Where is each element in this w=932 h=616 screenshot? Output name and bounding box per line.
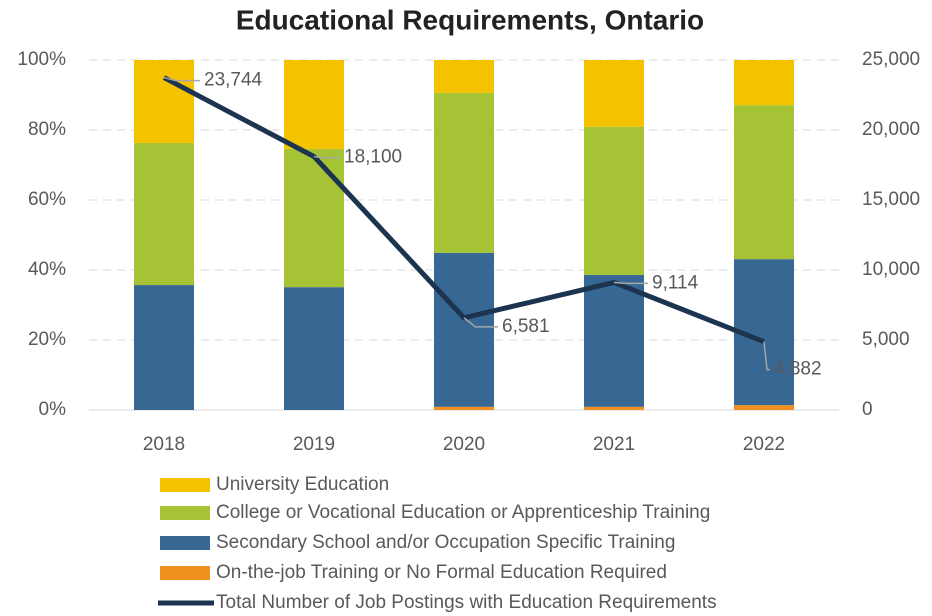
bar-segment: [434, 92, 494, 253]
data-label: 23,744: [204, 70, 263, 91]
bar-segment: [584, 60, 644, 127]
legend-swatch: [160, 506, 210, 520]
bar-segment: [584, 274, 644, 407]
data-label: 18,100: [344, 147, 402, 168]
legend-swatch: [160, 536, 210, 550]
y2-tick-label: 20,000: [862, 119, 920, 140]
y-tick-label: 60%: [28, 189, 66, 210]
legend-swatch: [160, 478, 210, 492]
bar-segment: [284, 60, 344, 149]
y2-tick-label: 5,000: [862, 329, 910, 350]
bar-segment: [434, 252, 494, 407]
x-tick-label: 2019: [293, 434, 335, 455]
leader-line: [163, 76, 200, 82]
x-tick-label: 2021: [593, 434, 635, 455]
leader-line: [613, 281, 648, 285]
leader-line: [763, 341, 770, 371]
y2-tick-label: 10,000: [862, 259, 920, 280]
x-tick-label: 2020: [443, 434, 485, 455]
y-tick-label: 100%: [17, 49, 66, 70]
legend-label: On-the-job Training or No Formal Educati…: [216, 562, 667, 583]
legend-label: Total Number of Job Postings with Educat…: [216, 592, 717, 613]
bar-segment: [134, 285, 194, 410]
data-label: 9,114: [652, 272, 699, 293]
x-tick-label: 2018: [143, 434, 185, 455]
bar-segment: [734, 405, 794, 410]
bar-segment: [734, 105, 794, 260]
bar-segment: [284, 287, 344, 410]
y2-tick-label: 0: [862, 399, 873, 420]
bar-segment: [434, 406, 494, 410]
bar-segment: [134, 142, 194, 286]
bar-segment: [584, 126, 644, 275]
bar-segment: [134, 60, 194, 143]
bar-segment: [584, 406, 644, 410]
y2-tick-label: 15,000: [862, 189, 920, 210]
chart-title: Educational Requirements, Ontario: [236, 4, 704, 35]
legend-swatch: [160, 566, 210, 580]
leader-line: [313, 155, 340, 159]
y-tick-label: 20%: [28, 329, 66, 350]
legend-label: University Education: [216, 474, 389, 495]
y-tick-label: 40%: [28, 259, 66, 280]
legend-label: Secondary School and/or Occupation Speci…: [216, 532, 675, 553]
data-label: 4,882: [774, 359, 822, 380]
y2-tick-label: 25,000: [862, 49, 920, 70]
data-label: 6,581: [502, 316, 550, 337]
y-tick-label: 0%: [39, 399, 67, 420]
y-tick-label: 80%: [28, 119, 66, 140]
leader-line: [463, 317, 498, 328]
bar-segment: [284, 148, 344, 288]
bar-segment: [434, 60, 494, 93]
legend-label: College or Vocational Education or Appre…: [216, 502, 710, 523]
bar-segment: [734, 60, 794, 106]
x-tick-label: 2022: [743, 434, 785, 455]
